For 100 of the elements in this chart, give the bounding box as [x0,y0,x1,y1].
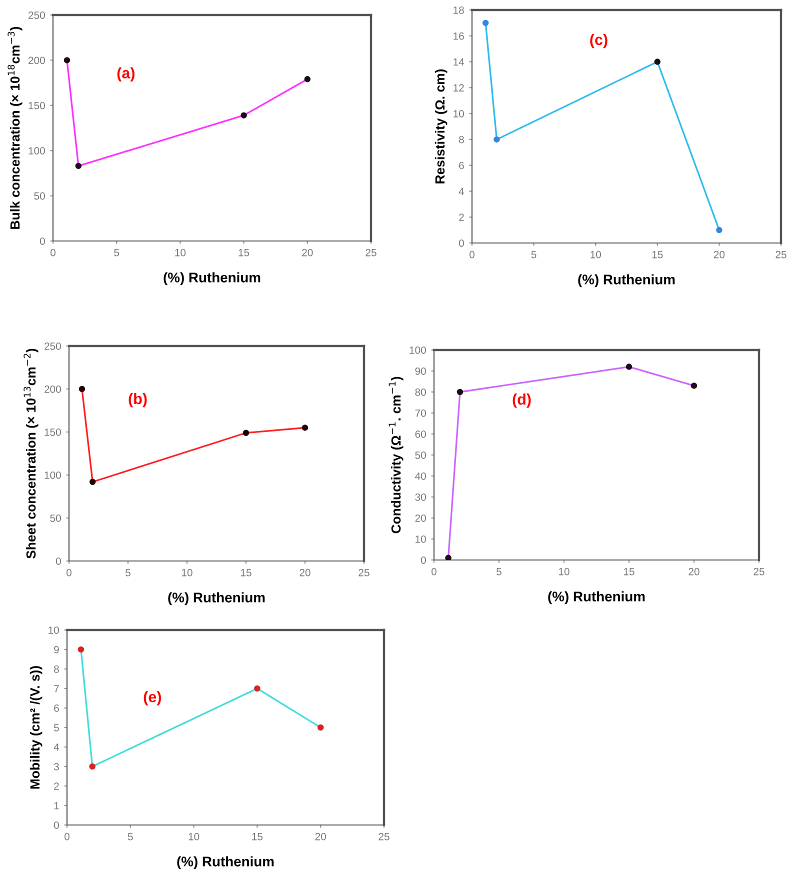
y-tick-label: 18 [454,6,464,14]
y-tick-label: 90 [415,368,426,375]
annotation: (d) [512,394,531,408]
y-tick-label: 5 [54,724,59,732]
y-tick-label: 10 [416,536,426,543]
y-tick-label: 9 [54,646,59,654]
point [89,763,96,770]
point [78,386,86,392]
y-tick-label: 200 [44,386,61,393]
y-tick-label: 250 [44,342,61,350]
y-tick-label: 30 [415,494,426,501]
point [494,136,500,143]
x-tick-label: 10 [590,250,601,258]
y-tick-label: 250 [28,12,45,19]
point [716,226,722,234]
y-tick-label: 0 [54,822,59,829]
y-axis-title: Conductivity (Ω$^{−1}$. cm$^{−1}$) [388,376,404,534]
y-tick-label: 14 [454,58,464,66]
y-tick-label: 8 [459,136,464,144]
point [254,685,260,692]
x-tick-label: 20 [302,248,313,256]
y-tick-label: 4 [458,188,464,195]
y-tick-label: 50 [34,192,45,200]
annotation: (c) [590,34,608,48]
x-tick-label: 25 [366,248,376,256]
y-tick-label: 6 [459,162,464,170]
annotation: (b) [128,392,147,408]
y-tick-label: 0 [40,238,45,245]
y-tick-label: 0 [420,556,426,564]
x-axis-title: (%) Ruthenium [164,272,260,286]
point [654,58,661,65]
x-axis-title: (%) Ruthenium [548,591,645,604]
y-tick-label: 80 [415,388,426,396]
point [89,478,96,486]
y-tick-label: 100 [410,346,426,354]
point [456,388,464,396]
y-tick-label: 100 [28,147,45,154]
x-tick-label: 0 [66,568,72,576]
y-tick-label: 1 [54,802,59,810]
x-tick-label: 5 [128,833,133,840]
x-tick-label: 10 [175,248,186,256]
x-axis-title: (%) Ruthenium [168,592,265,606]
y-tick-label: 8 [54,666,59,673]
y-axis-title: Mobility (cm² /(V. s)) [30,666,42,789]
y-tick-label: 40 [415,472,426,480]
y-tick-label: 100 [44,472,61,479]
y-tick-label: 60 [415,430,426,438]
x-tick-label: 25 [378,832,390,840]
point [690,382,698,389]
x-tick-label: 0 [64,832,70,840]
y-tick-label: 0 [458,240,464,247]
y-tick-label: 50 [415,452,426,459]
x-tick-label: 10 [188,832,200,840]
y-tick-label: 4 [54,744,60,751]
x-tick-label: 20 [300,568,310,576]
point [240,112,247,118]
y-tick-label: 10 [454,110,464,118]
x-tick-label: 10 [182,568,192,576]
x-tick-label: 25 [776,250,786,258]
point [626,364,632,370]
point [482,20,489,26]
y-axis-title: Resistivity (Ω. cm) [434,69,448,184]
y-tick-label: 70 [415,410,426,417]
y-tick-label: 6 [54,704,59,712]
y-axis-title: Bulk concentration (× 10$^{18}$cm$^{−3}$) [8,26,22,229]
point [304,76,311,82]
y-tick-label: 10 [48,626,59,634]
y-tick-label: 12 [454,84,464,92]
x-tick-label: 10 [559,568,570,576]
x-tick-label: 15 [238,249,250,256]
annotation: (e) [144,691,161,706]
x-tick-label: 5 [531,251,536,258]
x-tick-label: 15 [652,251,663,258]
point [445,554,452,560]
y-tick-label: 150 [28,102,45,110]
x-tick-label: 5 [496,568,502,576]
x-tick-label: 5 [126,569,130,576]
point [75,162,82,170]
point [78,646,84,653]
x-tick-label: 20 [714,250,725,258]
x-tick-label: 15 [624,568,634,576]
x-tick-label: 20 [688,568,700,576]
x-tick-label: 5 [114,249,120,256]
y-tick-label: 2 [459,214,464,221]
x-tick-label: 15 [241,569,252,576]
y-tick-label: 50 [50,514,61,522]
x-tick-label: 15 [252,833,263,840]
y-tick-label: 200 [28,56,45,64]
point [317,724,324,731]
point [302,424,308,431]
x-tick-label: 25 [754,568,764,576]
x-axis-title: (%) Ruthenium [578,274,675,288]
point [242,430,250,436]
x-tick-label: 25 [358,568,370,576]
x-tick-label: 0 [432,568,436,576]
y-tick-label: 7 [54,685,59,692]
point [64,57,70,64]
x-tick-label: 0 [470,250,474,258]
y-tick-label: 20 [415,514,426,522]
y-tick-label: 0 [56,558,61,565]
